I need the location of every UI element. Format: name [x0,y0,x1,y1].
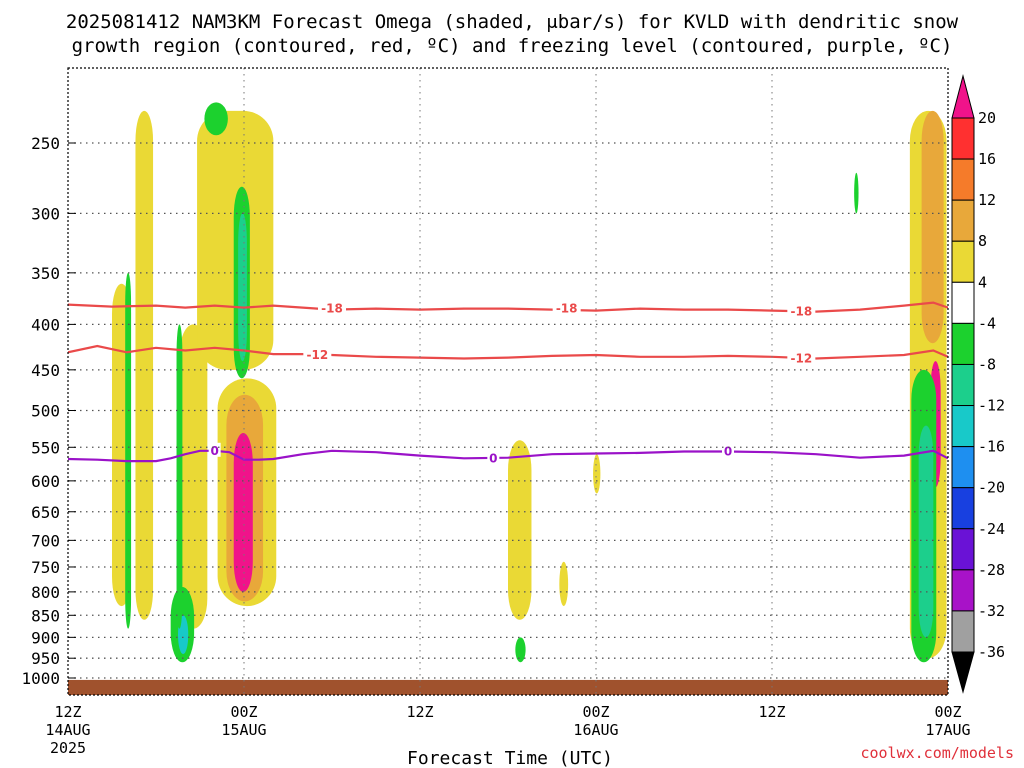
y-tick-label: 350 [31,264,60,283]
x-tick-label-date: 14AUG [45,721,90,739]
y-tick-label: 500 [31,402,60,421]
contour-label-bg [303,346,332,361]
contour-label-bg [787,350,816,365]
contour-label-bg [552,300,581,315]
y-tick-label: 1000 [21,669,60,688]
colorbar-tick-label: 8 [978,232,987,250]
y-tick-label: 300 [31,204,60,223]
contour-label: -18 [321,302,343,316]
omega-region-2 [179,324,208,629]
colorbar-tick-label: 20 [978,109,996,127]
y-tick-label: 800 [31,583,60,602]
title-line-1: 2025081412 NAM3KM Forecast Omega (shaded… [66,11,959,33]
contour-label: -12 [306,348,328,362]
y-tick-label: 850 [31,606,60,625]
contour-label: -12 [790,352,812,366]
omega-region-23 [918,425,934,638]
colorbar-tick-label: -8 [978,355,996,373]
colorbar: 20 16 12 8 4 -4 -8 -12 -16 -20 -24 -28 -32 -36 [951,74,1005,694]
colorbar-tick-label: 12 [978,191,996,209]
omega-region-9 [204,102,228,136]
colorbar-band [951,281,975,324]
contour-label-bg [722,443,734,458]
contour-label-bg [787,303,816,318]
contour-label-bg [487,450,500,465]
colorbar-band [951,322,975,365]
colorbar-tick-label: 4 [978,273,987,291]
plot-frame [67,67,949,696]
omega-region-13 [125,272,132,629]
title-line-2: growth region (contoured, red, ºC) and f… [72,35,953,57]
y-tick-label: 400 [31,315,60,334]
colorbar-band [951,405,975,448]
x-tick-label: 00Z [934,703,961,721]
x-axis-label: Forecast Time (UTC) [407,748,613,768]
colorbar-bottom-arrow [951,651,975,694]
x-tick-label-date: 17AUG [925,721,970,739]
contour-label: 0 [724,444,732,458]
x-tick-label: 12Z [758,703,785,721]
colorbar-band [951,117,975,160]
colorbar-band [951,363,975,407]
omega-region-12 [176,324,183,629]
plot-area: -18 -18 -18 -12 -12 0 0 0 250 300 350 400 450 500 550 6… [21,67,971,757]
contour-label-bg [318,300,346,315]
x-tick-label-date: 15AUG [221,721,266,739]
x-tick-label: 12Z [406,703,433,721]
y-tick-label: 950 [31,649,60,668]
x-tick-label: 00Z [230,703,257,721]
contour-label-bg [208,442,221,457]
omega-region-8 [238,213,247,362]
colorbar-tick-label: -32 [978,602,1005,620]
x-tick-label-year: 2025 [50,739,86,757]
colorbar-band [951,240,975,283]
omega-region-15 [559,561,569,607]
colorbar-band [951,199,975,242]
colorbar-band [951,569,975,612]
ground-band [68,679,948,695]
omega-region-0 [135,110,154,620]
colorbar-band [951,446,975,489]
contour-label: 0 [210,444,218,458]
colorbar-tick-label: -36 [978,643,1005,661]
y-tick-label: 450 [31,361,60,380]
omega-region-6 [233,432,253,592]
colorbar-band [951,528,975,571]
colorbar-tick-label: -28 [978,561,1005,579]
contour-line--12 [68,344,948,360]
omega-region-20 [921,110,944,344]
colorbar-tick-label: -12 [978,397,1005,415]
contour-line--18 [68,301,948,313]
contour-label: 0 [489,451,497,465]
x-tick-label: 00Z [582,703,609,721]
omega-region-18 [854,172,859,214]
y-tick-label: 650 [31,503,60,522]
y-tick-label: 700 [31,531,60,550]
colorbar-tick-label: 16 [978,150,996,168]
contour-label: -18 [556,302,578,316]
y-tick-label: 550 [31,438,60,457]
contour-label: -18 [790,305,812,319]
colorbar-tick-label: -24 [978,520,1005,538]
colorbar-band [951,610,975,653]
y-tick-label: 250 [31,134,60,153]
colorbar-tick-label: -16 [978,438,1005,456]
x-tick-label: 12Z [54,703,81,721]
contour-line-0 [68,449,948,463]
y-tick-label: 600 [31,472,60,491]
omega-region-16 [593,454,601,494]
colorbar-tick-label: -4 [978,314,996,332]
colorbar-band [951,158,975,201]
colorbar-top-arrow [951,74,975,119]
colorbar-tick-label: -20 [978,479,1005,497]
y-tick-label: 750 [31,558,60,577]
colorbar-band [951,487,975,530]
plot-inner: -18 -18 -18 -12 -12 0 0 0 [68,102,948,695]
omega-region-14 [508,440,532,620]
omega-region-17 [515,637,526,663]
credit-text: coolwx.com/models [860,744,1014,762]
y-tick-label: 900 [31,628,60,647]
x-tick-label-date: 16AUG [573,721,618,739]
